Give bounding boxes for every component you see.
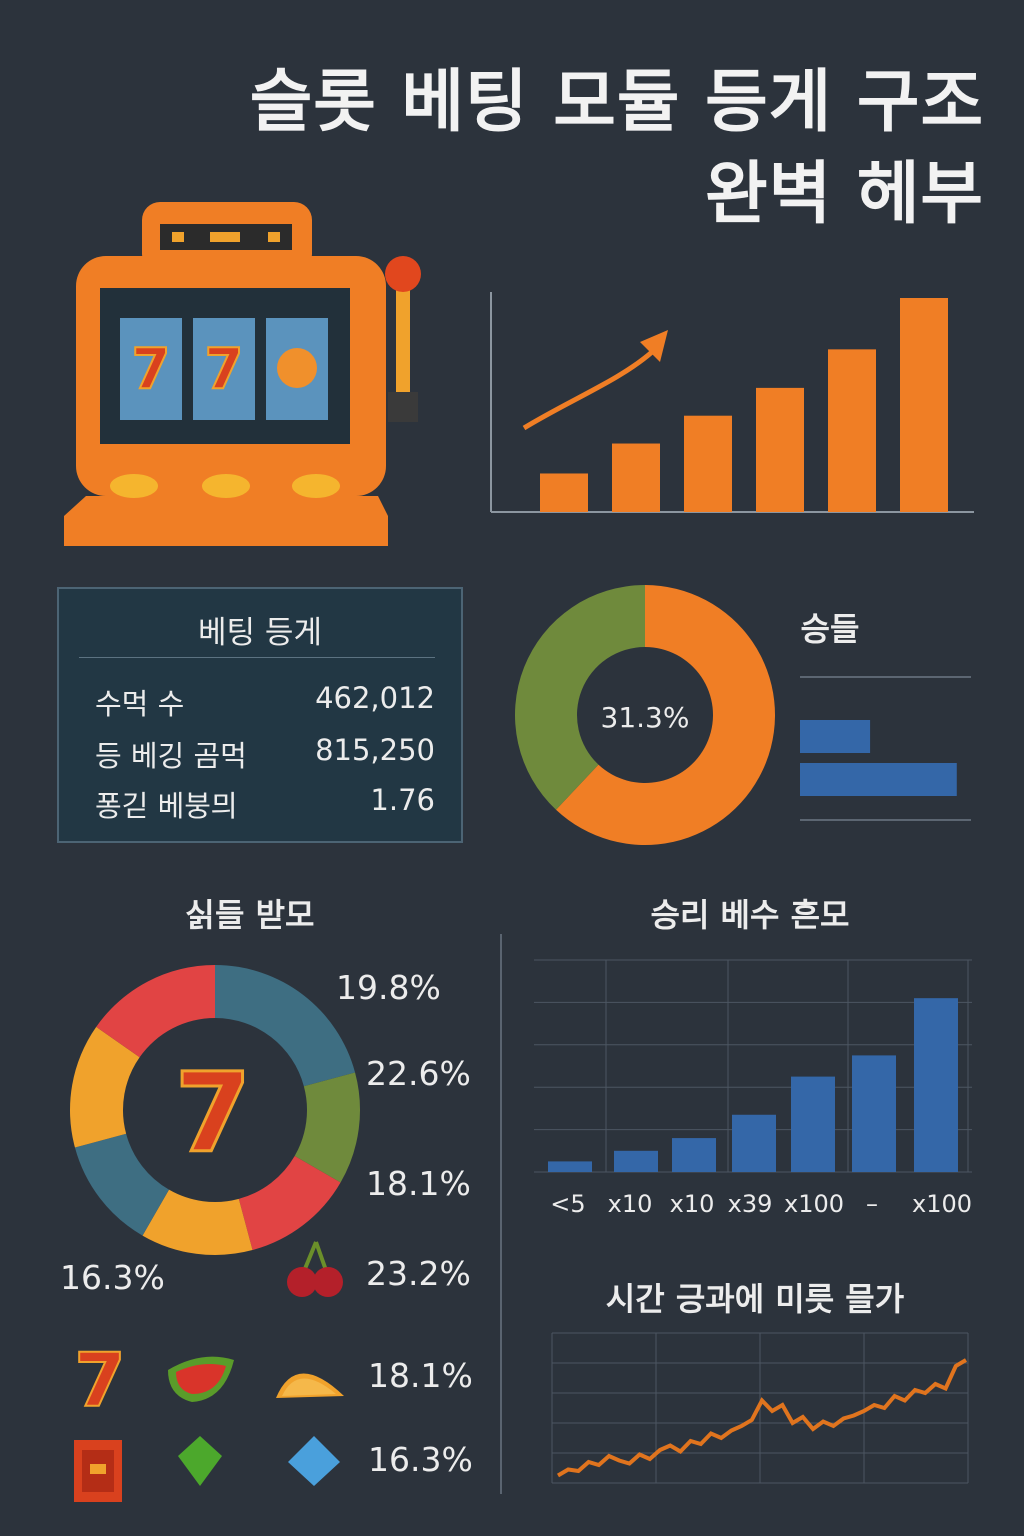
green-gem-icon — [178, 1436, 222, 1486]
stat-value: 1.76 — [370, 783, 435, 817]
betting-stats-panel: 베팅 등게 수먹 수 462,012 등 베깅 곰먹 815,250 퐁긷 베붕… — [57, 587, 463, 843]
symbol-pct-label: 16.3% — [60, 1258, 165, 1297]
page-title-line1: 슬롯 베팅 모듈 등게 구조 — [249, 63, 984, 142]
svg-text:7: 7 — [132, 337, 171, 402]
cherry-icon — [287, 1241, 343, 1297]
section-divider — [500, 934, 502, 1494]
stat-label: 등 베깅 곰먹 — [95, 739, 247, 773]
trend-arrow-line — [522, 350, 654, 431]
page-title-line2: 완벽 헤부 — [705, 155, 984, 234]
stat-row: 수먹 수 462,012 — [95, 681, 435, 721]
symbol-distribution-donut-chart: 7 — [70, 965, 360, 1255]
multiplier-bar — [852, 1055, 896, 1172]
multiplier-tick-label: – — [866, 1190, 878, 1218]
growth-bar-chart — [490, 292, 974, 513]
stats-title: 베팅 등게 — [198, 615, 322, 651]
growth-bar — [828, 349, 876, 512]
win-rate-slice — [556, 585, 775, 845]
seven-symbol-icon: 7 — [175, 1049, 252, 1177]
multiplier-distribution-title: 승리 베수 흔모 — [650, 896, 850, 934]
multiplier-tick-label: x100 — [784, 1190, 844, 1218]
symbol-slice — [70, 1026, 140, 1148]
symbol-legend-icons: 7 — [73, 1340, 344, 1502]
time-series-line — [556, 1358, 968, 1478]
symbol-pct-label: 23.2% — [366, 1254, 471, 1293]
growth-bar — [684, 415, 732, 512]
win-rate-slice — [515, 585, 645, 810]
svg-text:7: 7 — [205, 337, 244, 402]
time-line-chart — [551, 1332, 969, 1484]
blue-diamond-icon — [288, 1436, 340, 1486]
symbol-slice — [96, 965, 215, 1058]
symbol-legend-value: 18.1% — [368, 1356, 473, 1395]
multiplier-bar-chart: <5 x10 x10 x39 x100– x100 — [534, 959, 972, 1218]
growth-bar — [900, 298, 948, 512]
multiplier-tick-label: x10 — [670, 1190, 715, 1218]
win-rate-label: 승들 — [800, 610, 860, 648]
slot-machine-icon: 7 7 — [64, 202, 421, 546]
symbol-slice — [215, 965, 356, 1087]
multiplier-tick-label: x10 — [608, 1190, 653, 1218]
multiplier-tick-label: x100 — [912, 1190, 972, 1218]
win-rate-center-value: 31.3% — [601, 701, 690, 734]
multiplier-bar — [614, 1150, 658, 1172]
symbol-slice — [238, 1156, 341, 1251]
symbol-pct-label: 22.6% — [366, 1054, 471, 1093]
hbar — [800, 720, 871, 753]
orange-slice-icon — [276, 1373, 344, 1398]
multiplier-bar — [732, 1114, 776, 1172]
symbol-pct-label: 19.8% — [336, 968, 441, 1007]
multiplier-tick-label: x39 — [728, 1190, 773, 1218]
bar-symbol-icon — [74, 1440, 122, 1502]
growth-bar — [756, 387, 804, 512]
multiplier-bar — [791, 1076, 835, 1172]
symbol-distribution-title: 싥들 받모 — [185, 896, 315, 934]
growth-bar — [540, 473, 588, 512]
stat-value: 815,250 — [315, 733, 435, 767]
stat-label: 수먹 수 — [95, 687, 185, 721]
watermelon-icon — [168, 1356, 234, 1402]
multiplier-tick-label: <5 — [550, 1190, 585, 1218]
stats-divider — [79, 657, 435, 658]
stat-row: 등 베깅 곰먹 815,250 — [95, 733, 435, 773]
multiplier-bar — [672, 1138, 716, 1172]
hbar — [800, 763, 957, 796]
symbol-slice — [74, 1133, 169, 1236]
stat-row: 퐁긷 베붕믜 1.76 — [95, 783, 435, 823]
growth-bar — [612, 443, 660, 512]
symbol-slice — [142, 1189, 253, 1255]
trend-arrow-head — [640, 330, 668, 362]
multiplier-bar — [548, 1161, 592, 1172]
multiplier-bar — [914, 998, 958, 1172]
time-chart-title: 시간 긍과에 미릇 믈가 — [605, 1280, 905, 1318]
stat-label: 퐁긷 베붕믜 — [95, 789, 238, 823]
stat-value: 462,012 — [315, 681, 435, 715]
seven-icon: 7 — [74, 1340, 126, 1424]
win-rate-donut-chart: 31.3% — [515, 585, 775, 845]
win-rate-hbar-chart — [800, 676, 971, 821]
symbol-pct-label: 18.1% — [366, 1164, 471, 1203]
symbol-slice — [294, 1072, 360, 1183]
symbol-legend-value: 16.3% — [368, 1440, 473, 1479]
